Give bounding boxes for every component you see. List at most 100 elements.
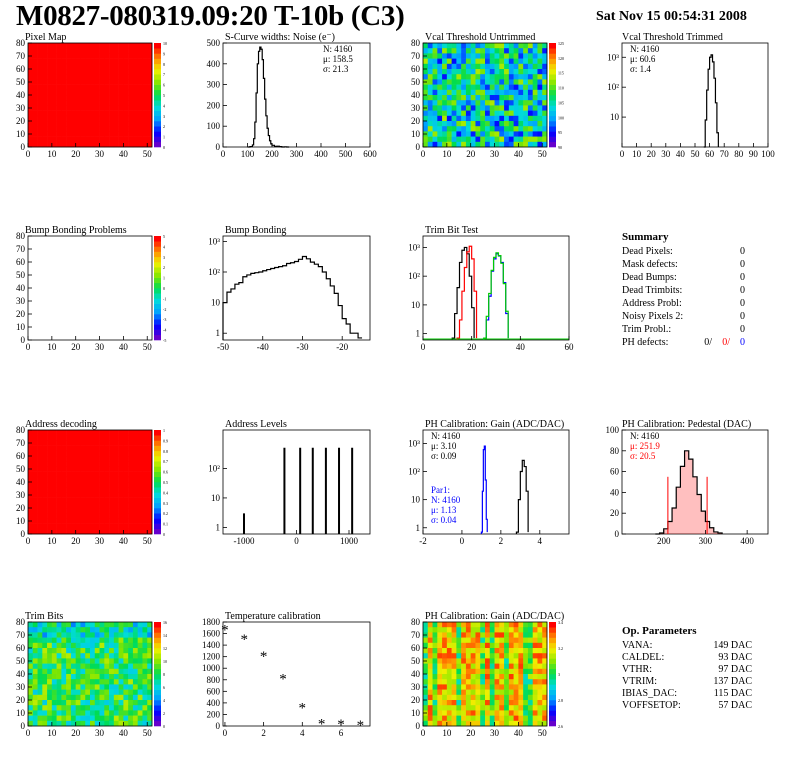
heatmap-cell: [70, 293, 76, 299]
heatmap-cell: [28, 288, 34, 294]
heatmap-cell: [51, 430, 57, 436]
heatmap-cell: [451, 632, 457, 638]
heatmap-cell: [456, 642, 462, 649]
stats-line: σ: 21.3: [323, 64, 349, 74]
heatmap-cell: [456, 43, 462, 49]
y-tick-label: 10: [411, 708, 421, 718]
heatmap-cell: [442, 48, 448, 54]
colorbar-label: 10: [163, 659, 167, 664]
heatmap-cell: [75, 466, 81, 472]
heatmap-cell: [56, 282, 62, 289]
heatmap-cell: [113, 663, 119, 670]
heatmap-cell: [80, 430, 86, 436]
heatmap-cell: [66, 251, 72, 258]
heatmap-cell: [32, 492, 38, 498]
heatmap-cell: [118, 482, 124, 488]
y-tick-label: 0: [21, 142, 26, 152]
heatmap-cell: [42, 324, 48, 330]
heatmap-cell: [513, 627, 519, 633]
heatmap-cell: [85, 246, 91, 252]
heatmap-cell: [70, 79, 76, 85]
heatmap-cell: [80, 523, 86, 530]
heatmap-cell: [104, 435, 110, 441]
heatmap-cell: [75, 293, 81, 299]
heatmap-cell: [542, 43, 548, 49]
heatmap-cell: [75, 53, 81, 59]
heatmap-cell: [427, 79, 433, 85]
heatmap-cell: [489, 653, 495, 659]
heatmap-cell: [423, 136, 429, 143]
heatmap-cell: [118, 663, 124, 670]
heatmap-cell: [37, 642, 43, 649]
heatmap-cell: [28, 445, 34, 452]
heatmap-cell: [485, 79, 491, 85]
heatmap-cell: [446, 141, 452, 148]
heatmap-cell: [523, 100, 529, 106]
heatmap-cell: [456, 121, 462, 127]
heatmap-cell: [66, 663, 72, 670]
heatmap-cell: [461, 710, 467, 716]
heatmap-cell: [142, 508, 148, 514]
heatmap-cell: [113, 694, 119, 701]
heatmap-cell: [128, 523, 134, 530]
heatmap-cell: [518, 694, 524, 701]
heatmap-cell: [32, 668, 38, 675]
stats2-line: N: 4160: [431, 495, 461, 505]
heatmap-cell: [542, 705, 548, 711]
heatmap-cell: [94, 115, 100, 122]
heatmap-cell: [499, 622, 505, 628]
heatmap-cell: [80, 308, 86, 315]
heatmap-cell: [51, 246, 57, 252]
heatmap-cell: [128, 637, 134, 644]
heatmap-cell: [147, 74, 153, 80]
heatmap-cell: [465, 48, 471, 54]
heatmap-cell: [47, 528, 53, 535]
heatmap-cell: [485, 136, 491, 143]
heatmap-cell: [99, 710, 105, 716]
heatmap-cell: [56, 272, 62, 278]
heatmap-cell: [37, 141, 43, 148]
chart-title: PH Calibration: Gain (ADC/DAC): [425, 611, 564, 622]
colorbar-segment: [154, 440, 161, 446]
heatmap-cell: [66, 632, 72, 638]
heatmap-cell: [513, 105, 519, 111]
heatmap-cell: [28, 136, 34, 143]
heatmap-cell: [37, 518, 43, 524]
y-tick-label: 300: [207, 80, 221, 90]
heatmap-cell: [42, 121, 48, 127]
heatmap-cell: [128, 308, 134, 315]
heatmap-cell: [508, 43, 514, 49]
heatmap-cell: [90, 689, 96, 696]
heatmap-cell: [90, 79, 96, 85]
colorbar-label: 1: [163, 135, 165, 140]
heatmap-cell: [142, 136, 148, 143]
heatmap-cell: [527, 63, 533, 70]
heatmap-cell: [132, 79, 138, 85]
heatmap-cell: [432, 63, 438, 70]
heatmap-cell: [465, 637, 471, 644]
heatmap-cell: [80, 508, 86, 514]
heatmap-cell: [47, 710, 53, 716]
heatmap-cell: [504, 653, 510, 659]
heatmap-cell: [489, 84, 495, 91]
heatmap-cell: [90, 637, 96, 644]
heatmap-cell: [432, 663, 438, 670]
colorbar-segment: [549, 110, 556, 117]
heatmap-cell: [523, 53, 529, 59]
heatmap-cell: [113, 471, 119, 478]
heatmap-cell: [28, 456, 34, 462]
heatmap-cell: [475, 69, 481, 75]
heatmap-cell: [123, 272, 129, 278]
heatmap-cell: [480, 105, 486, 111]
colorbar-label: 90: [558, 145, 562, 150]
heatmap-cell: [456, 715, 462, 722]
heatmap-cell: [32, 502, 38, 509]
heatmap-cell: [28, 487, 34, 493]
heatmap-cell: [147, 528, 153, 535]
heatmap-cell: [461, 715, 467, 722]
heatmap-cell: [480, 668, 486, 675]
heatmap-cell: [132, 513, 138, 519]
heatmap-cell: [47, 622, 53, 628]
